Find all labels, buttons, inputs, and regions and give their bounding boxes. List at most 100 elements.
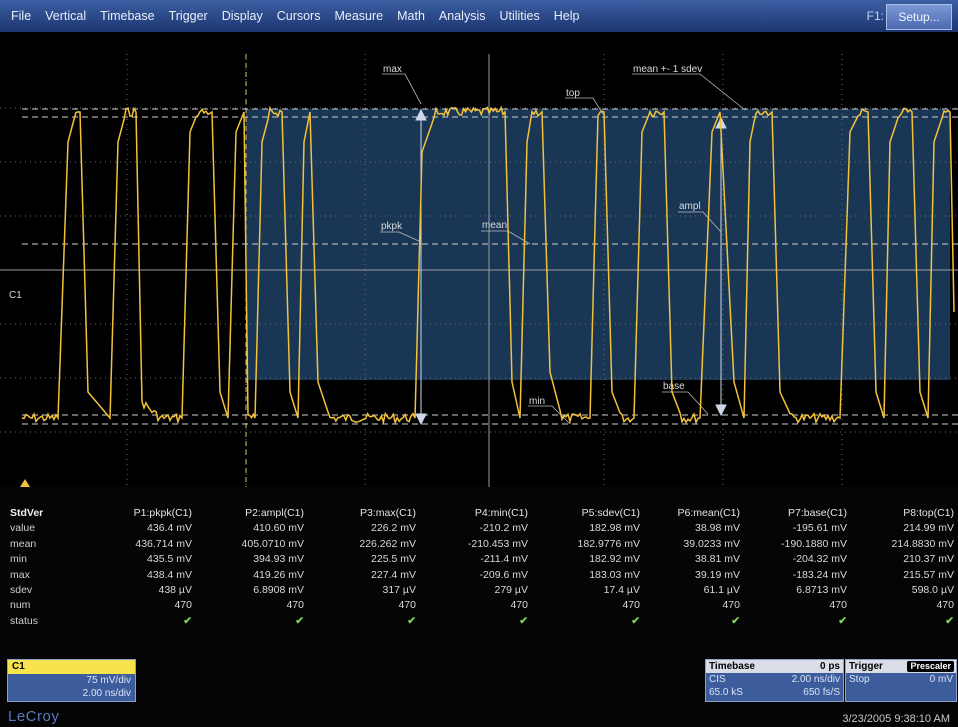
- table-cell: 39.19 mV: [695, 568, 740, 581]
- column-header[interactable]: P2:ampl(C1): [245, 507, 304, 519]
- row-label: sdev: [10, 583, 33, 596]
- menu-display[interactable]: Display: [221, 9, 263, 23]
- column-header[interactable]: P6:mean(C1): [677, 507, 740, 519]
- table-cell: 38.98 mV: [695, 522, 740, 535]
- table-cell: 410.60 mV: [253, 522, 304, 535]
- table-cell: 470: [286, 599, 304, 612]
- column-header[interactable]: P1:pkpk(C1): [133, 507, 192, 519]
- menu-cursors[interactable]: Cursors: [276, 9, 321, 23]
- column-header[interactable]: P5:sdev(C1): [581, 507, 640, 519]
- annotation-mean-sdev: mean +- 1 sdev: [633, 64, 702, 75]
- table-cell: 6.8713 mV: [796, 583, 847, 596]
- menu-timebase[interactable]: Timebase: [100, 9, 155, 23]
- menu-vertical[interactable]: Vertical: [45, 9, 87, 23]
- table-cell: -210.2 mV: [479, 522, 528, 535]
- trigger-descriptor[interactable]: Trigger Prescaler Stop 0 mV: [845, 659, 957, 702]
- trigger-header: Trigger Prescaler: [846, 660, 956, 673]
- menu-analysis[interactable]: Analysis: [438, 9, 486, 23]
- menu-bar: File Vertical Timebase Trigger Display C…: [0, 0, 958, 32]
- table-cell: 438.4 mV: [147, 568, 192, 581]
- table-cell: 470: [398, 599, 416, 612]
- status-check-icon: ✔: [295, 614, 304, 627]
- table-cell: 214.8830 mV: [891, 537, 954, 550]
- table-cell: 394.93 mV: [253, 553, 304, 566]
- table-cell: 182.98 mV: [589, 522, 640, 535]
- waveform-svg: max mean +- 1 sdev top pkpk mean ampl mi…: [0, 54, 958, 487]
- waveform-display[interactable]: max mean +- 1 sdev top pkpk mean ampl mi…: [0, 32, 958, 487]
- annotation-base: base: [663, 381, 685, 392]
- table-cell: -211.4 mV: [480, 553, 528, 566]
- table-cell: 39.0233 mV: [683, 537, 740, 550]
- row-label: value: [10, 522, 36, 535]
- table-cell: -190.1880 mV: [781, 537, 847, 550]
- table-cell: 226.262 mV: [359, 537, 416, 550]
- table-cell: 279 µV: [494, 583, 529, 596]
- volts-per-div: 75 mV/div: [86, 675, 131, 686]
- table-row: mean 436.714 mV 405.0710 mV 226.262 mV -…: [0, 538, 958, 553]
- table-row: min 435.5 mV 394.93 mV 225.5 mV -211.4 m…: [0, 553, 958, 568]
- annotation-max: max: [383, 64, 402, 75]
- status-check-icon: ✔: [183, 614, 192, 627]
- timebase-header: Timebase 0 ps: [706, 660, 843, 673]
- table-cell: 182.9776 mV: [577, 537, 640, 550]
- timebase-mode: CIS: [709, 674, 726, 685]
- channel-descriptor-title: C1: [8, 660, 135, 674]
- table-cell: -210.453 mV: [467, 537, 528, 550]
- table-cell: 419.26 mV: [253, 568, 304, 581]
- timebase-tdiv: 2.00 ns/div: [791, 674, 840, 685]
- row-label: status: [10, 614, 39, 627]
- table-cell: 227.4 mV: [371, 568, 416, 581]
- table-cell: 470: [174, 599, 192, 612]
- time-per-div: 2.00 ns/div: [82, 688, 131, 699]
- trigger-title: Trigger: [849, 661, 883, 672]
- annotation-top: top: [566, 88, 580, 99]
- column-header[interactable]: P3:max(C1): [359, 507, 416, 519]
- menu-measure[interactable]: Measure: [334, 9, 384, 23]
- column-header[interactable]: P8:top(C1): [903, 507, 954, 519]
- table-row: value 436.4 mV 410.60 mV 226.2 mV -210.2…: [0, 522, 958, 537]
- menu-help[interactable]: Help: [553, 9, 580, 23]
- setup-button[interactable]: Setup...: [886, 4, 952, 30]
- table-cell: 215.57 mV: [903, 568, 954, 581]
- menu-math[interactable]: Math: [397, 9, 425, 23]
- menu-file[interactable]: File: [11, 9, 32, 23]
- table-cell: -195.61 mV: [792, 522, 847, 535]
- trigger-position-marker: [20, 479, 30, 487]
- table-cell: 214.99 mV: [903, 522, 954, 535]
- table-cell: 470: [622, 599, 640, 612]
- table-cell: 38.81 mV: [695, 553, 740, 566]
- table-cell: 436.4 mV: [147, 522, 192, 535]
- f1-label: F1:: [866, 9, 884, 23]
- timebase-descriptor[interactable]: Timebase 0 ps CIS 2.00 ns/div 65.0 kS 65…: [705, 659, 844, 702]
- annotation-min: min: [529, 396, 545, 407]
- lecroy-logo: LeCroy: [8, 708, 60, 725]
- table-cell: 6.8908 mV: [253, 583, 304, 596]
- trigger-row: Stop 0 mV: [846, 673, 956, 686]
- table-cell: 470: [722, 599, 740, 612]
- measurement-table: StdVer P1:pkpk(C1) P2:ampl(C1) P3:max(C1…: [0, 507, 958, 630]
- table-cell: 470: [510, 599, 528, 612]
- table-row: num 470 470 470 470 470 470 470 470: [0, 599, 958, 614]
- status-check-icon: ✔: [407, 614, 416, 627]
- timebase-samples: 65.0 kS: [709, 687, 743, 698]
- date-time: 3/23/2005 9:38:10 AM: [842, 713, 950, 725]
- table-cell: 210.37 mV: [903, 553, 954, 566]
- channel-descriptor-c1[interactable]: C1 75 mV/div 2.00 ns/div: [7, 659, 136, 702]
- menu-trigger[interactable]: Trigger: [168, 9, 208, 23]
- menu-utilities[interactable]: Utilities: [499, 9, 540, 23]
- table-cell: 226.2 mV: [371, 522, 416, 535]
- column-header[interactable]: P7:base(C1): [788, 507, 847, 519]
- table-title: StdVer: [10, 507, 44, 519]
- timebase-title: Timebase: [709, 661, 755, 672]
- prescaler-badge: Prescaler: [907, 661, 954, 672]
- table-cell: 182.92 mV: [589, 553, 640, 566]
- status-check-icon: ✔: [731, 614, 740, 627]
- status-check-icon: ✔: [631, 614, 640, 627]
- trigger-level: 0 mV: [929, 674, 953, 685]
- status-check-icon: ✔: [519, 614, 528, 627]
- table-cell: 317 µV: [382, 583, 417, 596]
- column-header[interactable]: P4:min(C1): [474, 507, 528, 519]
- timebase-row: 65.0 kS 650 fs/S: [706, 686, 843, 699]
- table-cell: 436.714 mV: [135, 537, 192, 550]
- row-label: max: [10, 568, 30, 581]
